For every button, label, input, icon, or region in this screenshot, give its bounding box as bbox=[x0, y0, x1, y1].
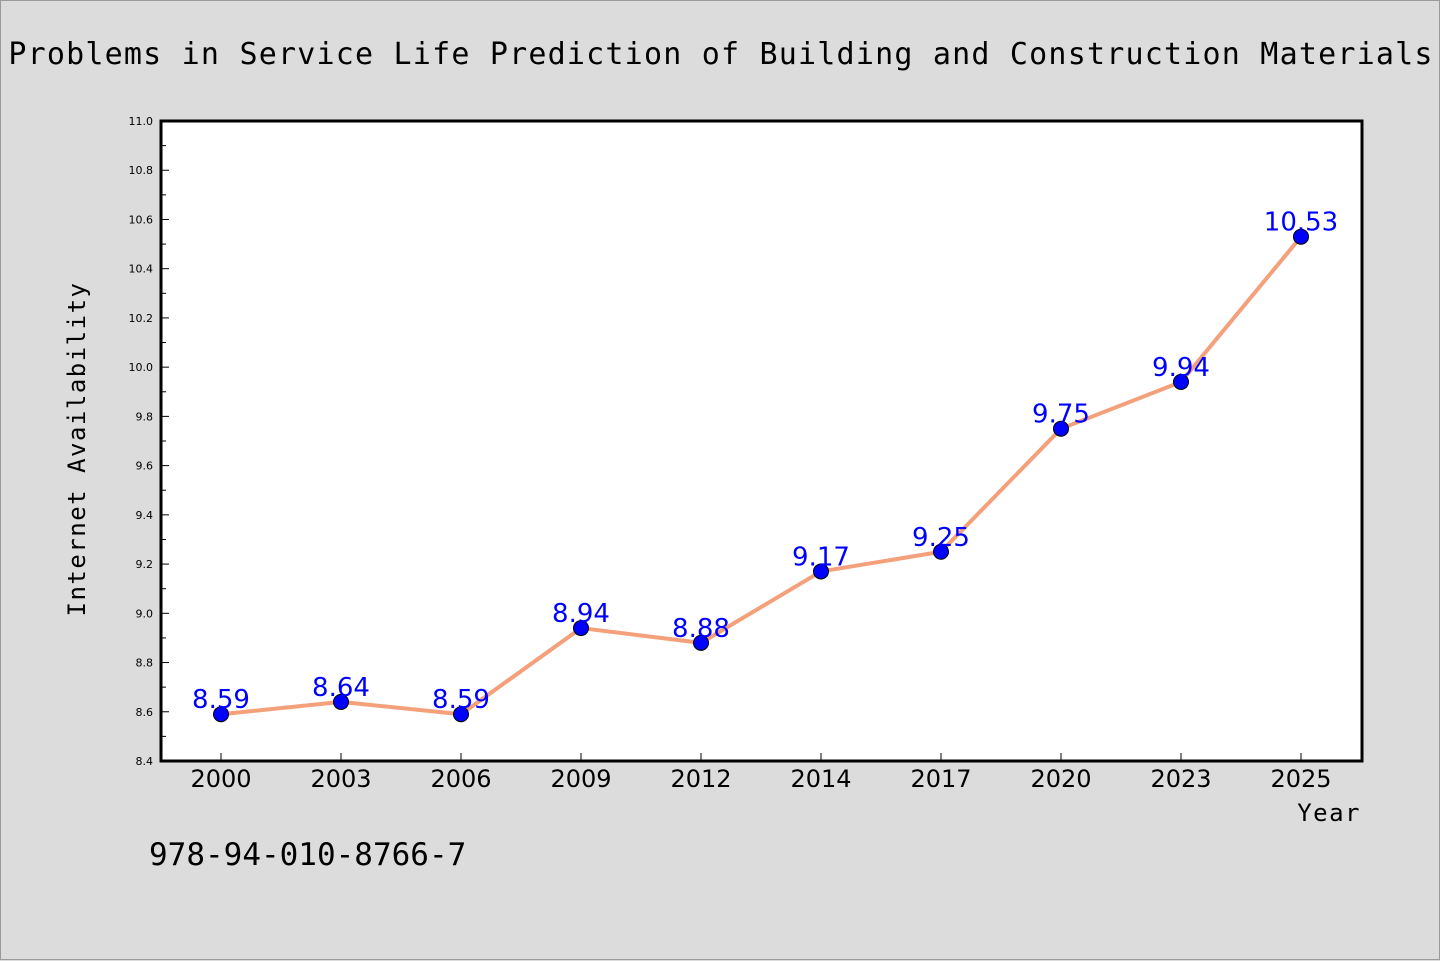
data-point bbox=[213, 706, 229, 723]
y-tick-label: 9.6 bbox=[136, 460, 154, 473]
data-point bbox=[1053, 420, 1069, 437]
y-tick-label: 8.8 bbox=[136, 657, 154, 670]
data-label: 9.17 bbox=[792, 542, 850, 572]
y-tick-label: 9.4 bbox=[136, 509, 154, 522]
x-axis: 2000 2003 2006 2009 2012 2014 2017 2020 2023 2025 bbox=[190, 753, 1332, 793]
y-tick-label: 9.0 bbox=[136, 607, 154, 620]
plot-frame bbox=[159, 119, 1364, 763]
y-axis: 8.4 8.6 8.8 9.0 9.2 9.4 9.6 9.8 10.0 10.2 10.4 10.6… bbox=[129, 115, 169, 768]
plot-area bbox=[161, 121, 1362, 761]
x-tick-label: 2009 bbox=[550, 765, 611, 793]
x-tick-label: 2003 bbox=[310, 765, 371, 793]
y-tick-label: 11.0 bbox=[129, 115, 154, 128]
data-label: 10.53 bbox=[1264, 208, 1338, 238]
data-label: 8.59 bbox=[432, 685, 490, 715]
data-label: 8.88 bbox=[672, 614, 730, 644]
y-tick-label: 8.6 bbox=[136, 706, 154, 719]
y-tick-label: 10.0 bbox=[129, 361, 154, 374]
data-point bbox=[453, 706, 469, 723]
data-point bbox=[573, 620, 589, 637]
x-tick-label: 2014 bbox=[790, 765, 851, 793]
y-tick-label: 8.4 bbox=[136, 755, 154, 768]
data-label: 9.75 bbox=[1032, 400, 1090, 430]
series-line bbox=[220, 235, 1303, 717]
data-point bbox=[813, 563, 829, 580]
data-point bbox=[693, 634, 709, 651]
data-point bbox=[933, 543, 949, 560]
data-label: 8.59 bbox=[192, 685, 250, 715]
y-tick-label: 10.4 bbox=[129, 263, 154, 276]
data-point bbox=[1173, 373, 1189, 390]
data-label: 8.94 bbox=[552, 599, 610, 629]
chart-title: Problems in Service Life Prediction of B… bbox=[8, 37, 1433, 72]
y-tick-label: 10.2 bbox=[129, 312, 154, 325]
x-tick-label: 2020 bbox=[1030, 765, 1091, 793]
y-axis-label: Internet Availability bbox=[63, 282, 91, 617]
x-tick-label: 2025 bbox=[1270, 765, 1331, 793]
data-point bbox=[333, 693, 349, 710]
y-tick-label: 10.6 bbox=[129, 213, 154, 226]
y-tick-label: 9.2 bbox=[136, 558, 154, 571]
x-tick-label: 2017 bbox=[910, 765, 971, 793]
data-label: 9.25 bbox=[912, 523, 970, 553]
x-tick-label: 2000 bbox=[190, 765, 251, 793]
data-point bbox=[1293, 228, 1309, 245]
data-labels: 8.59 8.64 8.59 8.94 8.88 9.17 9.25 9.75 9.94 10.5… bbox=[192, 208, 1338, 716]
data-label: 8.64 bbox=[312, 673, 370, 703]
data-label: 9.94 bbox=[1152, 353, 1210, 383]
x-axis-label: Year bbox=[1297, 799, 1361, 827]
y-tick-label: 10.8 bbox=[129, 164, 154, 177]
data-markers bbox=[213, 228, 1309, 723]
y-tick-label: 9.8 bbox=[136, 410, 154, 423]
x-tick-label: 2023 bbox=[1150, 765, 1211, 793]
x-tick-label: 2006 bbox=[430, 765, 491, 793]
x-tick-label: 2012 bbox=[670, 765, 731, 793]
isbn-text: 978-94-010-8766-7 bbox=[149, 837, 466, 873]
